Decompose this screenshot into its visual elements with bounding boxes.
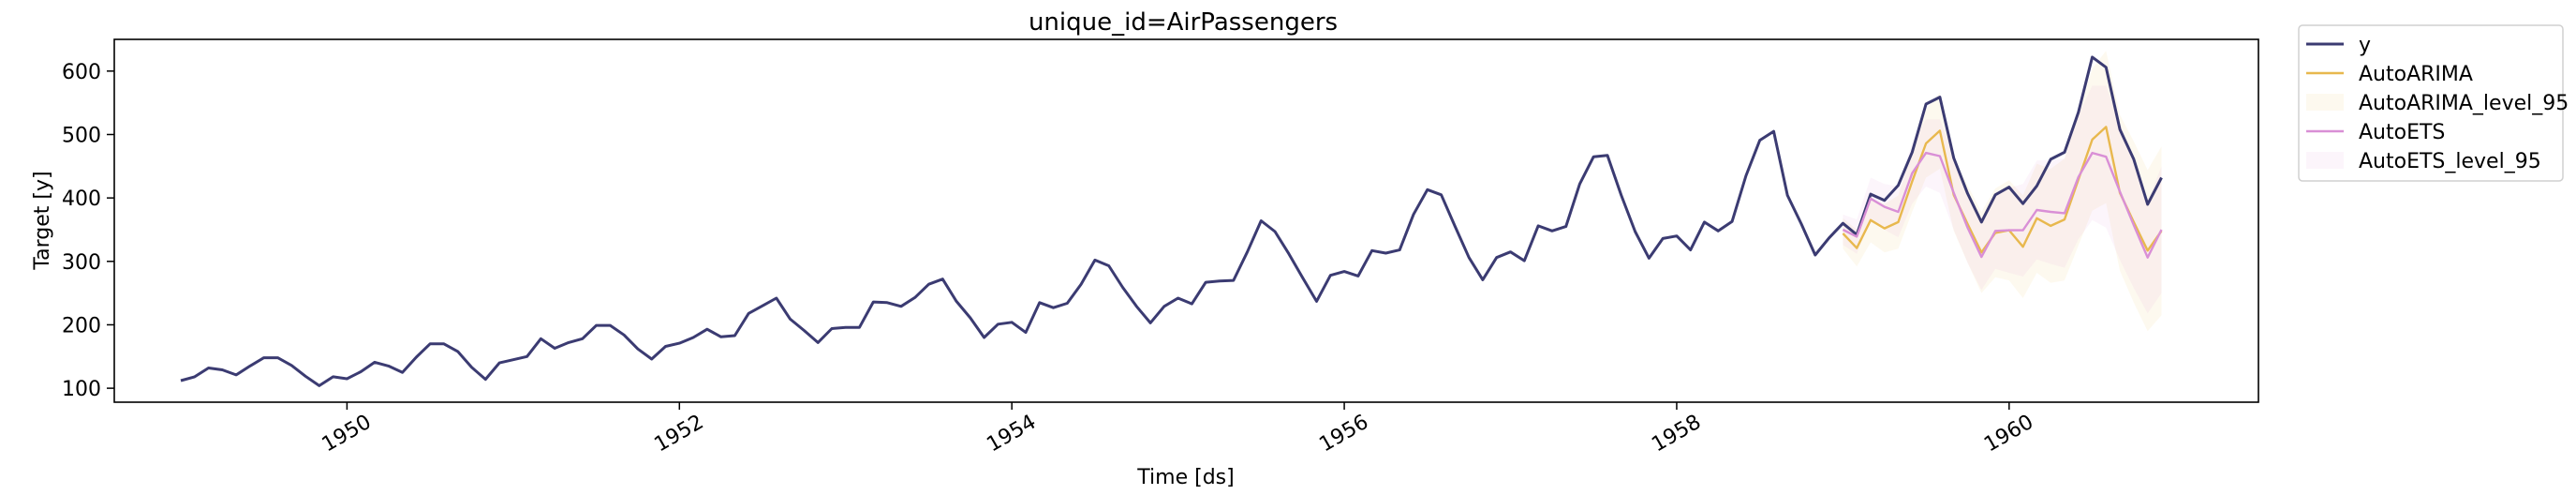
series-lines: [180, 55, 2163, 387]
x-tick-label: 1958: [1648, 411, 1705, 458]
plot-frame: [113, 38, 2259, 403]
x-tick-label: 1950: [318, 411, 376, 458]
legend-entry-autoets-level-95: AutoETS_level_95: [2306, 150, 2541, 173]
legend-entry-autoets: AutoETS: [2306, 121, 2445, 144]
legend-label: AutoARIMA: [2359, 63, 2473, 86]
legend-label: AutoETS: [2359, 121, 2445, 144]
legend-label: y: [2359, 34, 2371, 57]
y-tick-label: 600: [62, 61, 101, 84]
y-axis-ticks: 100 200 300 400 500 600: [62, 61, 114, 401]
band-autoets-level-95: [1843, 85, 2162, 314]
legend-label: AutoARIMA_level_95: [2359, 92, 2569, 115]
y-tick-label: 400: [62, 188, 101, 211]
y-tick-label: 200: [62, 314, 101, 338]
x-tick-label: 1954: [983, 411, 1040, 458]
y-axis-label: Target [y]: [31, 171, 54, 270]
x-axis-label: Time [ds]: [1136, 466, 1234, 489]
x-axis-ticks: 1950 1952 1954 1956 1958 1960: [318, 402, 2037, 457]
legend: y AutoARIMA AutoARIMA_level_95 AutoETS AutoE…: [2298, 24, 2569, 182]
legend-swatch: [2306, 94, 2344, 111]
x-tick-label: 1952: [651, 411, 708, 458]
legend-box: [2298, 24, 2564, 182]
legend-entry-autoarima-level-95: AutoARIMA_level_95: [2306, 92, 2569, 115]
legend-entry-y: y: [2306, 34, 2371, 57]
x-tick-label: 1956: [1315, 411, 1372, 458]
series-line-autoets: [1842, 151, 2163, 259]
series-line-y: [180, 55, 2163, 387]
x-tick-label: 1960: [1980, 411, 2037, 458]
legend-entry-autoarima: AutoARIMA: [2306, 63, 2473, 86]
y-tick-label: 300: [62, 251, 101, 275]
y-tick-label: 500: [62, 124, 101, 147]
chart-title: unique_id=AirPassengers: [1029, 8, 1338, 37]
y-tick-label: 100: [62, 378, 101, 401]
legend-label: AutoETS_level_95: [2359, 150, 2541, 173]
legend-swatch: [2306, 152, 2344, 169]
